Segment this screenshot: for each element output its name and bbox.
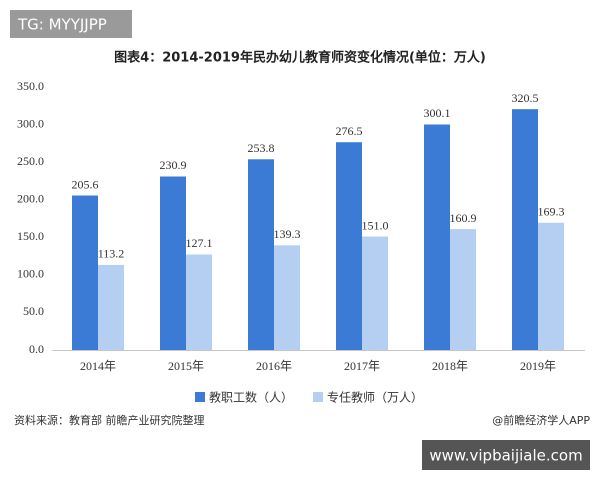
bar xyxy=(274,245,300,350)
y-tick-label: 150.0 xyxy=(17,229,44,243)
legend-swatch xyxy=(195,392,205,402)
value-label: 113.2 xyxy=(98,247,125,261)
watermark-box xyxy=(422,440,590,470)
x-tick-label: 2019年 xyxy=(520,359,556,373)
bar xyxy=(336,142,362,350)
y-tick-label: 200.0 xyxy=(17,191,44,205)
bar xyxy=(98,264,124,350)
y-tick-label: 250.0 xyxy=(17,154,44,168)
legend-label: 教职工数（人） xyxy=(209,390,293,405)
y-tick-label: 350.0 xyxy=(17,79,44,93)
value-label: 253.8 xyxy=(248,141,275,155)
source: 资料来源：教育部 前瞻产业研究院整理 xyxy=(14,413,205,427)
tag: TG: MYYJJPP xyxy=(17,16,107,34)
value-label: 127.1 xyxy=(186,236,213,250)
value-label: 230.9 xyxy=(160,158,187,172)
legend-swatch xyxy=(313,392,323,402)
y-tick-label: 100.0 xyxy=(17,267,44,281)
bar xyxy=(538,222,564,350)
y-tick-label: 0.0 xyxy=(29,342,44,356)
value-label: 151.0 xyxy=(362,218,389,232)
chart-title: 图表4：2014-2019年民办幼儿教育师资变化情况(单位：万人) xyxy=(114,50,486,66)
value-label: 169.3 xyxy=(538,205,565,219)
value-label: 205.6 xyxy=(72,177,99,191)
bar xyxy=(248,159,274,350)
bar xyxy=(160,176,186,350)
x-tick-label: 2014年 xyxy=(80,359,116,373)
y-tick-label: 300.0 xyxy=(17,116,44,130)
value-label: 139.3 xyxy=(274,227,301,241)
legend-label: 专任教师（万人） xyxy=(327,390,423,405)
x-tick-label: 2016年 xyxy=(256,359,292,373)
bar xyxy=(450,229,476,350)
y-tick-label: 50.0 xyxy=(23,304,44,318)
value-label: 160.9 xyxy=(450,211,477,225)
watermark: www.vipbaijiale.com xyxy=(429,447,582,465)
value-label: 276.5 xyxy=(336,124,363,138)
credit: @前瞻经济学人APP xyxy=(492,413,590,427)
value-label: 300.1 xyxy=(424,106,451,120)
value-label: 320.5 xyxy=(512,91,539,105)
x-tick-label: 2018年 xyxy=(432,359,468,373)
bar xyxy=(512,109,538,350)
bar xyxy=(424,124,450,351)
x-tick-label: 2015年 xyxy=(168,359,204,373)
bar xyxy=(72,195,98,350)
bar xyxy=(186,254,212,350)
tag-box xyxy=(10,10,132,38)
bar xyxy=(362,236,388,350)
x-tick-label: 2017年 xyxy=(344,359,380,373)
